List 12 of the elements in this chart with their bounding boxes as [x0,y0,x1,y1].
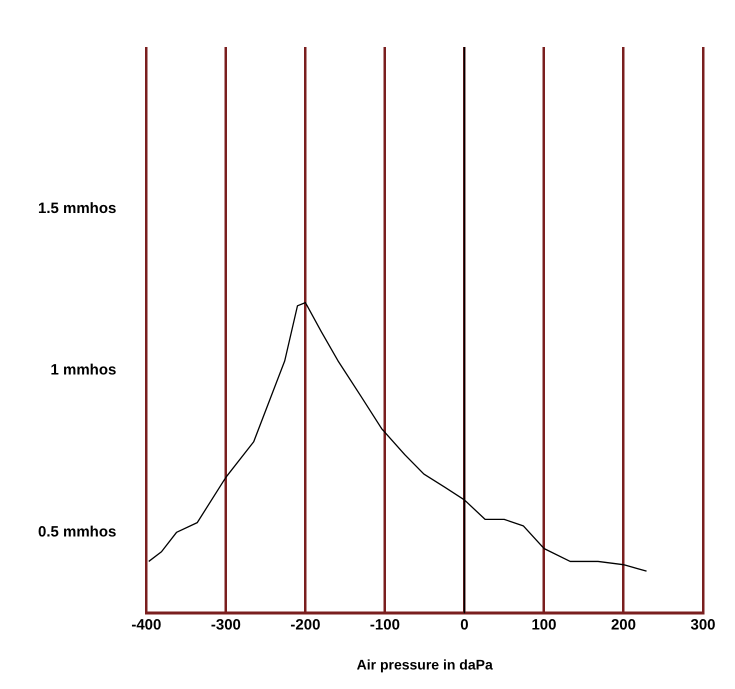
x-tick-label: -100 [370,616,400,634]
y-tick-label: 1.5 mmhos [38,200,116,217]
x-tick-label: -300 [210,616,241,634]
y-tick-label: 0.5 mmhos [38,523,116,540]
y-tick-label: 1 mmhos [50,362,116,379]
x-axis-title: Air pressure in daPa [356,656,493,672]
x-tick-label: 200 [610,616,636,634]
x-tick-label: -200 [290,616,320,634]
x-tick-label: 300 [690,616,716,634]
x-tick-label: 100 [531,616,556,634]
x-tick-label: 0 [460,616,469,634]
x-tick-label: -400 [131,616,162,634]
